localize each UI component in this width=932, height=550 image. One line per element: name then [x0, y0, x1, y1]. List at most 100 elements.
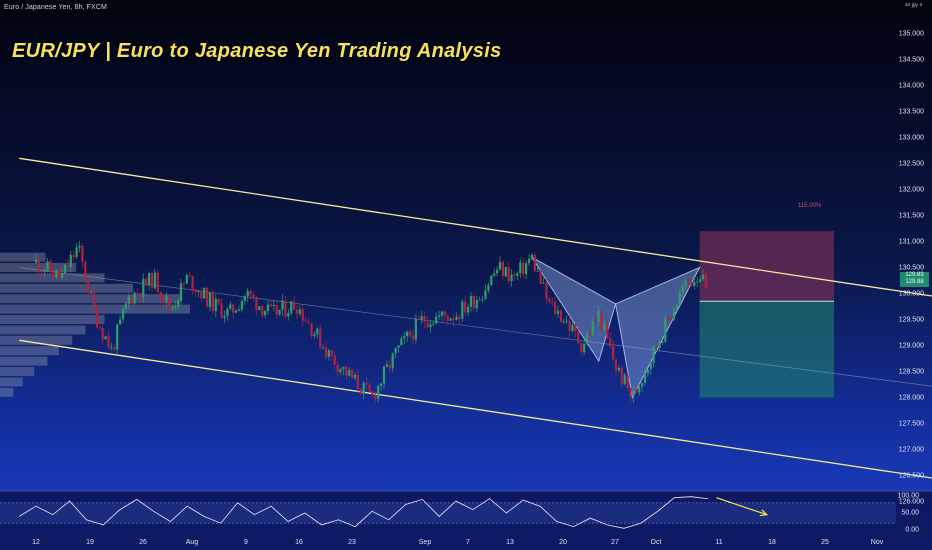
candle-body	[185, 275, 188, 284]
candle-body	[87, 280, 90, 293]
candle-body	[443, 311, 446, 316]
volume-profile-bar	[0, 377, 23, 387]
candle-body	[542, 283, 545, 284]
candle-body	[565, 320, 568, 322]
candle-body	[440, 311, 444, 316]
candle-body	[420, 316, 423, 320]
candle-body	[533, 254, 536, 271]
candle-body	[319, 328, 322, 348]
candle-body	[101, 327, 104, 340]
top-right-symbol: ¹³ ʲᵖʸ ³	[905, 3, 922, 10]
candle-body	[507, 267, 510, 282]
candle-body	[577, 331, 580, 343]
candle-body	[229, 304, 232, 309]
candle-body	[69, 254, 72, 268]
candle-body	[40, 271, 43, 273]
candle-body	[609, 337, 612, 347]
candle-body	[649, 362, 652, 370]
candle-body	[249, 290, 252, 295]
candle-body	[136, 292, 139, 294]
risk-reward-label: 115.00%	[798, 203, 822, 209]
candle-body	[414, 318, 417, 340]
candle-body	[388, 364, 391, 369]
oscillator-line	[18, 496, 709, 529]
candle-body	[580, 342, 583, 353]
candle-body	[182, 283, 185, 285]
candle-body	[435, 316, 438, 324]
candle-body	[345, 366, 348, 376]
candle-body	[704, 274, 707, 288]
candle-body	[678, 292, 681, 305]
x-tick-label: 16	[295, 539, 303, 546]
candle-body	[681, 286, 684, 293]
x-tick-label: 19	[86, 539, 94, 546]
candle-body	[272, 304, 275, 307]
candle-body	[359, 388, 362, 394]
harmonic-triangle-xab	[531, 256, 617, 363]
candle-body	[487, 285, 490, 291]
symbol-info[interactable]: Euro / Japanese Yen, 8h, FXCM	[4, 4, 107, 11]
x-tick-label: 18	[768, 539, 776, 546]
candle-body	[75, 247, 78, 257]
y-tick-label: 134.000	[898, 82, 924, 89]
candle-body	[646, 369, 649, 374]
x-tick-label: 20	[559, 539, 567, 546]
candle-body	[119, 319, 122, 325]
candle-body	[92, 292, 96, 308]
candle-body	[307, 321, 310, 324]
candle-body	[481, 299, 484, 300]
candle-body	[469, 295, 473, 307]
candle-body	[365, 382, 368, 385]
candle-body	[464, 301, 467, 313]
x-tick-label: 26	[139, 539, 147, 546]
candle-body	[252, 294, 255, 298]
candle-body	[43, 270, 46, 272]
candle-body	[258, 306, 261, 310]
take-profit-zone	[699, 301, 834, 398]
candle-body	[316, 328, 319, 335]
candle-body	[348, 369, 351, 376]
x-tick-label: Aug	[185, 539, 199, 546]
candle-body	[177, 300, 180, 307]
candle-body	[63, 264, 67, 274]
candle-body	[284, 300, 287, 317]
candle-body	[498, 261, 502, 270]
x-tick-label: 12	[32, 539, 40, 546]
candle-body	[179, 283, 183, 301]
oscillator-tick-label: 50.00	[901, 509, 919, 517]
candle-body	[266, 304, 270, 312]
volume-profile-bar	[0, 252, 46, 262]
y-tick-label: 129.000	[898, 342, 924, 349]
candle-body	[191, 275, 194, 291]
oscillator-band	[0, 502, 896, 524]
candle-body	[148, 272, 151, 286]
candle-body	[594, 321, 597, 322]
candle-body	[516, 273, 519, 276]
candle-body	[237, 309, 241, 311]
x-tick-label: 7	[466, 539, 470, 546]
candle-body	[116, 324, 119, 350]
y-tick-label: 134.500	[898, 56, 924, 63]
y-tick-label: 126.500	[898, 472, 924, 479]
candle-body	[113, 347, 116, 350]
candle-body	[37, 259, 40, 272]
candle-body	[612, 346, 615, 360]
y-tick-label: 131.500	[898, 212, 924, 219]
candle-body	[548, 298, 551, 302]
candle-body	[240, 301, 243, 310]
candle-body	[658, 342, 661, 349]
candle-body	[322, 347, 325, 349]
candle-body	[264, 311, 267, 316]
y-tick-label: 131.000	[898, 238, 924, 245]
y-tick-label: 129.500	[898, 316, 924, 323]
candle-body	[232, 304, 235, 313]
candle-body	[617, 367, 620, 371]
candle-body	[81, 245, 84, 262]
candle-body	[46, 261, 49, 271]
candle-body	[591, 321, 594, 335]
candle-body	[162, 298, 165, 303]
candle-body	[652, 346, 655, 363]
x-tick-label: 25	[821, 539, 829, 546]
